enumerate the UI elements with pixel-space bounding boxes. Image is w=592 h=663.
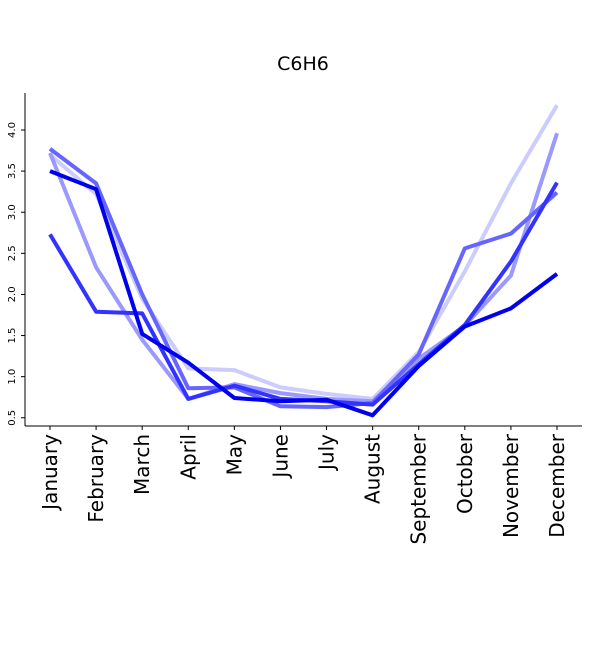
series-line-3 [48, 147, 559, 410]
x-tick-label: December [545, 433, 569, 537]
y-tick-label: 1.5 [7, 328, 18, 344]
x-tick-label: August [361, 434, 385, 504]
x-ticks: January February March April May June July Augu… [38, 426, 569, 545]
x-tick-label: March [130, 434, 154, 495]
y-tick-label: 3.5 [7, 163, 18, 179]
y-tick-label: 4.0 [7, 122, 18, 138]
x-tick-label: February [84, 434, 108, 523]
y-tick-label: 0.5 [7, 410, 18, 426]
chart-title: C6H6 [277, 53, 329, 75]
x-tick-label: January [38, 434, 62, 512]
x-tick-label: October [453, 433, 477, 514]
series-layer [48, 104, 559, 418]
y-tick-label: 1.0 [7, 369, 18, 385]
y-tick-label: 2.0 [7, 286, 18, 302]
x-tick-label: July [315, 434, 339, 472]
y-tick-label: 2.5 [7, 245, 18, 261]
x-tick-label: September [407, 433, 431, 544]
series-line-4 [48, 181, 559, 407]
series-line-1 [48, 104, 559, 401]
series-line-5 [49, 169, 559, 418]
series-line-2 [48, 132, 559, 404]
x-tick-label: November [499, 433, 523, 538]
x-tick-label: June [269, 434, 293, 480]
x-tick-label: April [176, 434, 200, 480]
y-tick-label: 3.0 [7, 204, 18, 220]
x-tick-label: May [222, 434, 246, 476]
y-ticks: 0.5 1.0 1.5 2.0 2.5 3.0 3.5 4.0 [7, 122, 25, 426]
